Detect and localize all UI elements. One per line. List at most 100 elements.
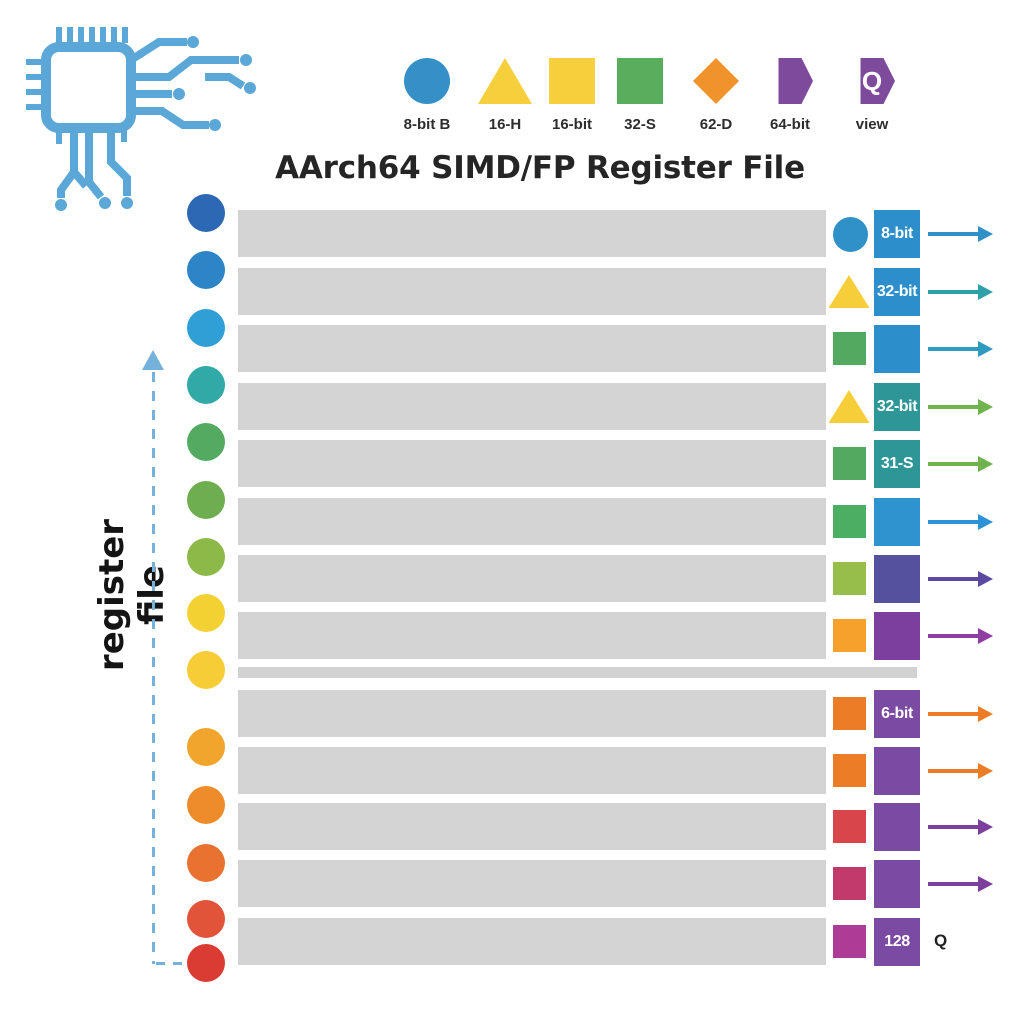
register-bar [238,210,826,257]
lane-arrow-head [978,398,993,415]
lane-view-box [874,611,920,660]
lane-view-box: 32-bit [874,267,920,316]
cpu-chip-icon [26,27,256,211]
lane-arrow-line [928,231,978,236]
register-bar [238,860,826,907]
legend-diamond-icon [693,58,739,104]
lane-square-icon [832,754,866,787]
register-bar [238,555,826,602]
register-bar [238,690,826,737]
lane-view-box: 32-bit [874,382,920,431]
lane-arrow-line [928,768,978,773]
legend-item-label: 8-bit B [403,116,451,133]
lane-arrow-head [978,875,993,892]
register-dot [187,423,225,461]
register-bar [238,383,826,430]
dashed-arrow-line [156,962,190,965]
lane-arrow-head [978,340,993,357]
lane-arrow-head [978,762,993,779]
lane-view-box [874,324,920,373]
register-dot [187,538,225,576]
register-bar [238,803,826,850]
lane-arrow-icon [928,225,994,242]
dashed-arrow-line [152,372,155,964]
legend-item-label: 64-bit [769,116,810,133]
dashed-arrow-head-icon [142,350,164,370]
legend-item: 16-bit [530,58,614,133]
register-dot [187,251,225,289]
lane-square-icon [832,925,866,958]
lane-arrow-head [978,513,993,530]
lane-arrow-head [978,455,993,472]
lane-view-box [874,859,920,908]
lane-arrow-line [928,346,978,351]
register-separator-bar [238,667,917,678]
lane-arrow-head [978,225,993,242]
lane-view-box [874,554,920,603]
register-dot [187,844,225,882]
register-dot [187,194,225,232]
lane-arrow-line [928,404,978,409]
lane-view-box: 31-S [874,439,920,488]
register-bar [238,268,826,315]
lane-triangle-icon [828,275,870,308]
register-bar [238,498,826,545]
page-title: AArch64 SIMD/FP Register File [275,150,805,186]
lane-arrow-icon [928,340,994,357]
lane-square-icon [832,619,866,652]
lane-circle-icon [832,217,868,252]
lane-arrow-line [928,461,978,466]
register-dot [187,728,225,766]
register-dot [187,651,225,689]
legend-square-icon [617,58,663,104]
lane-arrow-line [928,576,978,581]
lane-square-icon [832,447,866,480]
legend-triangle-icon [478,58,532,104]
lane-view-box [874,746,920,795]
register-dot [187,944,225,982]
register-dot [187,309,225,347]
register-bar [238,612,826,659]
lane-arrow-head [978,627,993,644]
register-dot [187,366,225,404]
lane-square-icon [832,867,866,900]
register-bar [238,440,826,487]
legend-circle-icon [404,58,450,104]
lane-square-icon [832,332,866,365]
lane-arrow-line [928,633,978,638]
lane-arrow-line [928,289,978,294]
legend-item: 32-S [598,58,682,133]
lane-arrow-icon [928,762,994,779]
lane-view-box: 6-bit [874,689,920,738]
legend-item-label: 16-H [488,116,522,133]
lane-view-box: 128 [874,917,920,966]
legend-item-label: view [855,116,889,133]
legend-item-label: 62-D [699,116,733,133]
lane-square-icon [832,697,866,730]
register-dot [187,900,225,938]
legend-q-glyph: Q [861,66,883,96]
lane-square-icon [832,562,866,595]
legend-item: 64-bit [748,58,832,133]
register-bar [238,325,826,372]
lane-arrow-icon [928,398,994,415]
lane-arrow-icon [928,627,994,644]
lane-arrow-icon [928,705,994,722]
lane-view-box [874,497,920,546]
lane-square-icon [832,505,866,538]
lane-arrow-icon [928,283,994,300]
lane-arrow-line [928,824,978,829]
lane-arrow-icon [928,570,994,587]
legend-item: 8-bit B [385,58,469,133]
legend-item: 62-D [674,58,758,133]
legend-item: 16-H [463,58,547,133]
lane-arrow-line [928,881,978,886]
q-view-label: Q [934,930,948,950]
lane-view-box: 8-bit [874,209,920,258]
lane-arrow-head [978,283,993,300]
lane-arrow-line [928,519,978,524]
register-bar [238,747,826,794]
